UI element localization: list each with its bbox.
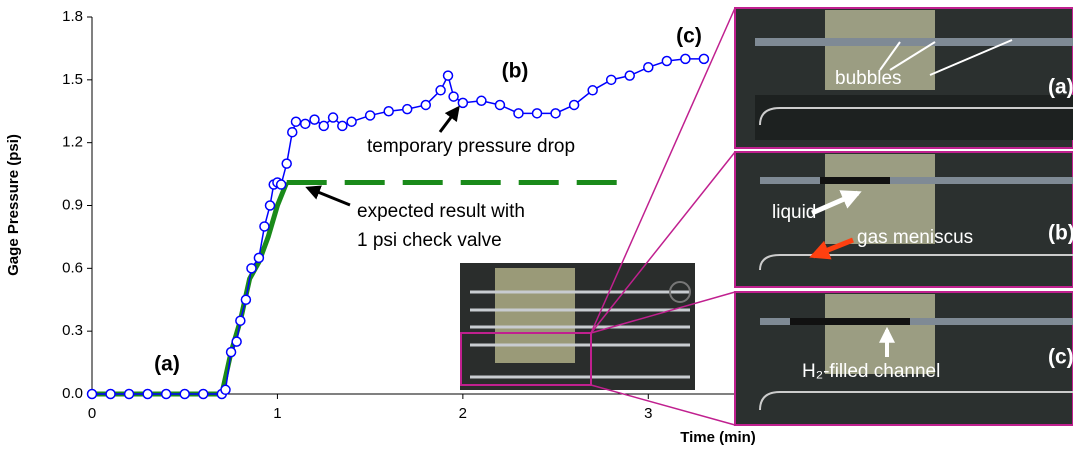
- data-point: [225, 346, 237, 358]
- data-point: [290, 116, 302, 127]
- y-tick-label: 0.3: [62, 322, 83, 339]
- data-point: [494, 99, 506, 111]
- inset-panel: bubbles (a): [734, 7, 1073, 149]
- x-tick-label: 0: [88, 405, 96, 422]
- data-point: [142, 388, 153, 400]
- data-point: [160, 388, 172, 400]
- data-point: [240, 294, 252, 305]
- data-point: [401, 103, 413, 115]
- data-point: [246, 263, 257, 274]
- annotation: 1 psi check valve: [357, 230, 502, 251]
- data-point: [337, 120, 348, 132]
- arrow: [305, 185, 351, 207]
- annotation: (a): [154, 353, 180, 376]
- data-point: [235, 315, 246, 326]
- data-point: [220, 384, 231, 396]
- y-tick-label: 1.2: [62, 134, 83, 151]
- series-line: [92, 181, 290, 397]
- inset-label: H₂-filled channel: [802, 361, 940, 382]
- inset-label: (c): [1048, 346, 1073, 369]
- data-point: [327, 112, 339, 123]
- data-point: [698, 53, 710, 65]
- data-point: [264, 200, 276, 211]
- inset-label: bubbles: [835, 68, 902, 89]
- annotation: expected result with: [357, 201, 525, 222]
- data-point: [346, 116, 357, 127]
- data-point: [587, 85, 598, 96]
- y-tick-label: 1.5: [62, 71, 83, 88]
- data-point: [680, 53, 691, 65]
- data-point: [259, 221, 270, 232]
- data-point: [661, 55, 673, 67]
- inset-label: (a): [1048, 76, 1073, 99]
- y-tick-label: 0.6: [62, 259, 83, 276]
- inset-label: liquid: [772, 202, 816, 223]
- inset-label: (b): [1048, 222, 1073, 245]
- data-point: [198, 388, 209, 400]
- data-point: [299, 118, 311, 130]
- data-point: [448, 91, 459, 102]
- data-point: [179, 388, 190, 400]
- x-tick-label: 2: [459, 405, 467, 422]
- y-tick-label: 0.9: [62, 196, 83, 213]
- x-tick-label: 1: [273, 405, 281, 422]
- arrow: [438, 105, 460, 133]
- data-point: [568, 99, 580, 111]
- data-point: [275, 179, 287, 190]
- data-point: [309, 114, 320, 125]
- inset-label: gas meniscus: [857, 227, 973, 248]
- plot: 0.0 0.3 0.6 0.9 1.2 1.5 1.8 0 1 2 3: [62, 8, 741, 422]
- data-point: [457, 97, 469, 109]
- inset-panel: H₂-filled channel (c): [734, 291, 1073, 426]
- x-tick-label: 3: [644, 405, 652, 422]
- data-point: [364, 110, 376, 121]
- data-point: [383, 106, 394, 117]
- data-point: [476, 95, 487, 107]
- annotation: temporary pressure drop: [367, 136, 575, 157]
- device-photo: [460, 7, 736, 426]
- data-point: [605, 74, 617, 86]
- data-point: [253, 252, 265, 264]
- data-point: [643, 62, 654, 73]
- data-point: [513, 108, 524, 119]
- data-point: [435, 85, 446, 96]
- data-point: [442, 70, 454, 81]
- data-point: [624, 70, 635, 81]
- y-tick-label: 0.0: [62, 385, 83, 402]
- y-tick-label: 1.8: [62, 8, 83, 25]
- inset-panel: liquid gas meniscus (b): [734, 151, 1073, 288]
- data-point: [105, 388, 116, 400]
- x-axis-label: Time (min): [680, 429, 756, 446]
- data-point: [287, 126, 298, 138]
- data-point: [123, 388, 135, 400]
- y-axis-label: Gage Pressure (psi): [5, 134, 22, 276]
- data-point: [281, 158, 292, 169]
- annotation: (b): [502, 60, 529, 83]
- annotation: (c): [676, 25, 702, 48]
- data-point: [86, 388, 98, 400]
- data-point: [231, 336, 242, 347]
- data-point: [318, 120, 330, 132]
- data-point: [531, 108, 543, 119]
- data-point: [420, 99, 432, 111]
- data-point: [550, 108, 561, 119]
